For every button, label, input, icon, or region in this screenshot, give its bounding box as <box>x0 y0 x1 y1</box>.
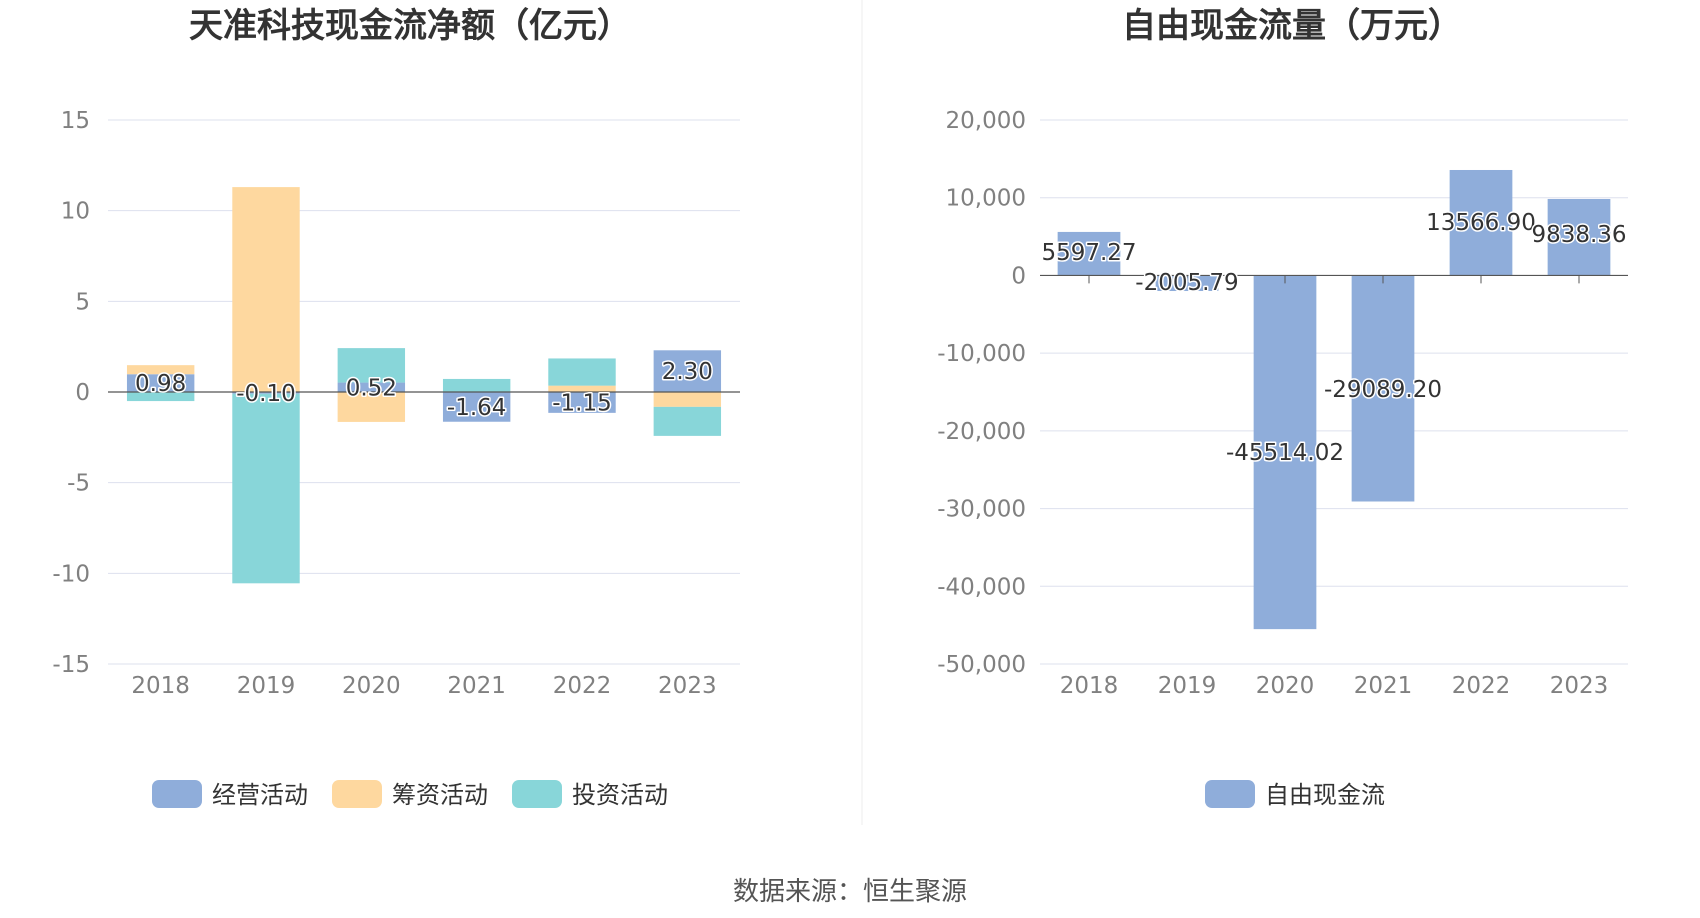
left-legend[interactable]: 经营活动 筹资活动 投资活动 <box>152 780 668 809</box>
bar-筹资活动-2022[interactable] <box>548 385 616 392</box>
x-tick-label: 2023 <box>1550 673 1609 699</box>
legend-swatch <box>512 780 562 808</box>
data-label: -1.64 <box>447 395 507 421</box>
x-tick-label: 2018 <box>131 673 190 699</box>
right-y-axis: 20,000 10,000 0 -10,000 -20,000 -30,000 -40,00… <box>937 108 1026 678</box>
y-tick-label: 20,000 <box>946 108 1026 134</box>
y-tick-label: -20,000 <box>937 419 1026 445</box>
right-chart-title: 自由现金流量（万元） <box>1122 6 1462 46</box>
data-label: -1.15 <box>552 390 612 416</box>
left-gridlines <box>108 119 740 665</box>
x-tick-label: 2023 <box>658 673 717 699</box>
left-y-axis: 15 10 5 0 -5 -10 -15 <box>52 108 90 678</box>
x-tick-label: 2019 <box>237 673 296 699</box>
y-tick-label: -50,000 <box>937 652 1026 678</box>
right-gridlines <box>1040 119 1628 665</box>
x-tick-label: 2020 <box>342 673 401 699</box>
x-tick-label: 2021 <box>1354 673 1413 699</box>
bar-经营活动-2019[interactable] <box>232 392 300 394</box>
data-label: 2.30 <box>662 359 713 385</box>
y-tick-label: 15 <box>61 108 90 134</box>
right-x-axis: 2018 2019 2020 2021 2022 2023 <box>1060 275 1609 699</box>
left-data-labels: 0.98 -0.10 0.52 -1.64 -1.15 2.30 <box>134 358 715 423</box>
y-tick-label: 5 <box>75 289 90 315</box>
data-label: 5597.27 <box>1041 240 1136 266</box>
bar-自由现金流-2023[interactable] <box>1547 198 1611 276</box>
bar-投资活动-2023[interactable] <box>653 406 722 436</box>
data-label: -45514.02 <box>1226 440 1344 466</box>
bar-筹资活动-2019[interactable] <box>232 187 300 392</box>
data-label: -29089.20 <box>1324 377 1442 403</box>
data-label: -2005.79 <box>1135 270 1238 296</box>
y-tick-label: 10 <box>61 199 90 225</box>
bar-投资活动-2020[interactable] <box>337 348 406 383</box>
x-tick-label: 2019 <box>1158 673 1217 699</box>
legend-label: 自由现金流 <box>1265 781 1385 809</box>
data-label: 0.52 <box>346 375 397 401</box>
bar-自由现金流-2018[interactable] <box>1057 231 1121 276</box>
left-chart-title: 天准科技现金流净额（亿元） <box>189 6 631 46</box>
x-tick-label: 2022 <box>553 673 612 699</box>
right-legend[interactable]: 自由现金流 <box>1205 780 1385 809</box>
y-tick-label: 0 <box>1011 263 1026 289</box>
legend-label: 筹资活动 <box>392 781 488 809</box>
bar-投资活动-2019[interactable] <box>232 393 300 584</box>
y-tick-label: -10,000 <box>937 341 1026 367</box>
legend-swatch <box>1205 780 1255 808</box>
bar-自由现金流-2021[interactable] <box>1351 275 1415 502</box>
x-tick-label: 2018 <box>1060 673 1119 699</box>
data-label: 13566.90 <box>1426 210 1536 236</box>
y-tick-label: -15 <box>52 652 90 678</box>
bar-投资活动-2018[interactable] <box>126 392 195 402</box>
left-bars <box>126 187 722 584</box>
right-bars <box>1057 169 1611 630</box>
data-label: 0.98 <box>135 371 186 397</box>
bar-投资活动-2022[interactable] <box>548 358 616 386</box>
bar-经营活动-2021[interactable] <box>442 392 511 422</box>
legend-swatch <box>152 780 202 808</box>
legend-item-自由现金流[interactable]: 自由现金流 <box>1205 780 1385 809</box>
legend-label: 经营活动 <box>212 781 308 809</box>
legend-label: 投资活动 <box>572 781 668 809</box>
y-tick-label: 10,000 <box>946 186 1026 212</box>
y-tick-label: 0 <box>75 380 90 406</box>
y-tick-label: -30,000 <box>937 497 1026 523</box>
data-source-footer: 数据来源：恒生聚源 <box>733 877 967 907</box>
free-cashflow-chart: 自由现金流量（万元） 20,000 10,000 0 -10,000 -20,000 -3… <box>937 6 1628 809</box>
data-label: -0.10 <box>236 381 296 407</box>
x-tick-label: 2022 <box>1452 673 1511 699</box>
left-x-axis: 2018 2019 2020 2021 2022 2023 <box>131 673 716 699</box>
x-tick-label: 2020 <box>1256 673 1315 699</box>
bar-经营活动-2022[interactable] <box>548 392 616 413</box>
y-tick-label: -10 <box>52 561 90 587</box>
bar-投资活动-2021[interactable] <box>442 378 511 392</box>
bar-自由现金流-2022[interactable] <box>1449 169 1513 276</box>
bar-经营活动-2018[interactable] <box>126 374 195 392</box>
right-data-labels: 5597.27 -2005.79 -45514.02 -29089.20 13566.9… <box>1040 209 1628 468</box>
legend-item-投资活动[interactable]: 投资活动 <box>512 780 668 809</box>
x-tick-label: 2021 <box>447 673 506 699</box>
legend-swatch <box>332 780 382 808</box>
y-tick-label: -40,000 <box>937 574 1026 600</box>
bar-经营活动-2023[interactable] <box>653 350 722 392</box>
legend-item-筹资活动[interactable]: 筹资活动 <box>332 780 488 809</box>
bar-筹资活动-2018[interactable] <box>126 365 195 375</box>
bar-筹资活动-2023[interactable] <box>653 392 722 407</box>
data-label: 9838.36 <box>1531 222 1626 248</box>
cashflow-net-chart: 天准科技现金流净额（亿元） 15 10 5 0 -5 -10 -15 2018 2019 202… <box>52 6 740 809</box>
bar-经营活动-2020[interactable] <box>337 382 406 392</box>
legend-item-经营活动[interactable]: 经营活动 <box>152 780 308 809</box>
bar-筹资活动-2020[interactable] <box>337 392 406 422</box>
y-tick-label: -5 <box>67 471 90 497</box>
bar-自由现金流-2020[interactable] <box>1253 275 1317 630</box>
